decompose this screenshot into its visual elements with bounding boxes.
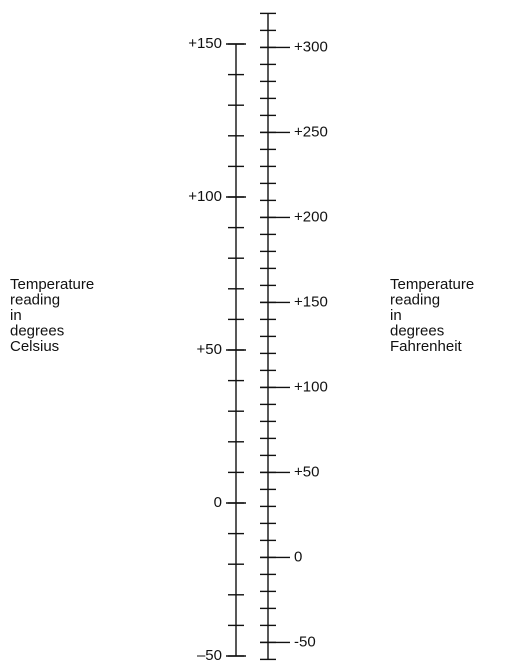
tick-label: 0 — [294, 548, 302, 565]
scale-title: Fahrenheit — [390, 338, 463, 355]
tick-label: +250 — [294, 123, 328, 140]
tick-label: +150 — [188, 35, 222, 52]
tick-label: –50 — [197, 647, 222, 664]
tick-label: +150 — [294, 293, 328, 310]
scale-title: in — [10, 307, 22, 324]
scale-title: reading — [10, 291, 60, 308]
tick-label: +300 — [294, 38, 328, 55]
scale-title: in — [390, 307, 402, 324]
scale-title: reading — [390, 291, 440, 308]
tick-label: +200 — [294, 208, 328, 225]
scale-title: degrees — [390, 322, 444, 339]
tick-label: -50 — [294, 633, 316, 650]
scale-title: Temperature — [10, 276, 94, 293]
scale-title: Temperature — [390, 276, 474, 293]
scale-title: Celsius — [10, 338, 59, 355]
tick-label: +100 — [188, 188, 222, 205]
tick-label: +50 — [197, 341, 222, 358]
scale-title: degrees — [10, 322, 64, 339]
tick-label: +100 — [294, 378, 328, 395]
tick-label: 0 — [214, 494, 222, 511]
tick-label: +50 — [294, 463, 319, 480]
